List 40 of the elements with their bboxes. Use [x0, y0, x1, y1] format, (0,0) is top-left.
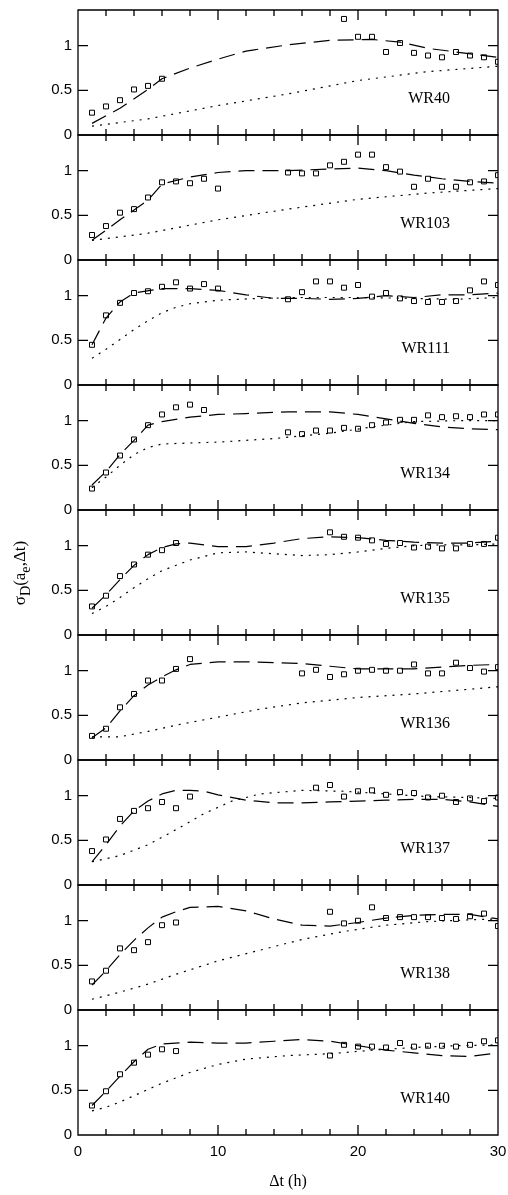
y-tick-label: 1: [63, 410, 72, 428]
annotation: WR137: [400, 839, 450, 857]
annotation: WR135: [400, 589, 450, 607]
x-axis-title: Δt (h): [269, 1171, 307, 1190]
annotation: WR111: [401, 339, 450, 357]
y-tick-label: 1: [63, 910, 72, 928]
y-tick-label: 1: [63, 160, 72, 178]
y-tick-label: 1: [63, 285, 72, 303]
x-tick-label: 10: [209, 1142, 227, 1160]
y-tick-label: 0.5: [51, 80, 72, 98]
y-tick-label: 0.5: [51, 205, 72, 223]
y-tick-label: 0: [63, 500, 72, 518]
y-tick-label: 0: [63, 625, 72, 643]
y-tick-label: 0.5: [51, 330, 72, 348]
y-tick-label: 0.5: [51, 1080, 72, 1098]
y-tick-label: 1: [63, 1035, 72, 1053]
annotation: WR136: [400, 714, 450, 732]
y-tick-label: 0: [63, 875, 72, 893]
y-tick-label: 0: [63, 1125, 72, 1143]
annotation: WR138: [400, 964, 450, 982]
y-tick-label: 1: [63, 660, 72, 678]
y-tick-label: 0: [63, 125, 72, 143]
y-tick-label: 0: [63, 250, 72, 268]
y-tick-label: 1: [63, 35, 72, 53]
y-tick-label: 1: [63, 535, 72, 553]
y-tick-label: 0.5: [51, 955, 72, 973]
x-tick-label: 30: [489, 1142, 507, 1160]
y-tick-label: 0: [63, 375, 72, 393]
y-tick-label: 0.5: [51, 580, 72, 598]
annotation: WR40: [408, 89, 450, 107]
y-tick-label: 0.5: [51, 455, 72, 473]
y-tick-label: 0.5: [51, 830, 72, 848]
y-tick-label: 0: [63, 1000, 72, 1018]
annotation: WR140: [400, 1089, 450, 1107]
annotation: WR103: [400, 214, 450, 232]
y-tick-label: 1: [63, 785, 72, 803]
y-tick-label: 0.5: [51, 705, 72, 723]
y-tick-label: 0: [63, 750, 72, 768]
x-tick-label: 20: [349, 1142, 367, 1160]
annotation: WR134: [400, 464, 450, 482]
